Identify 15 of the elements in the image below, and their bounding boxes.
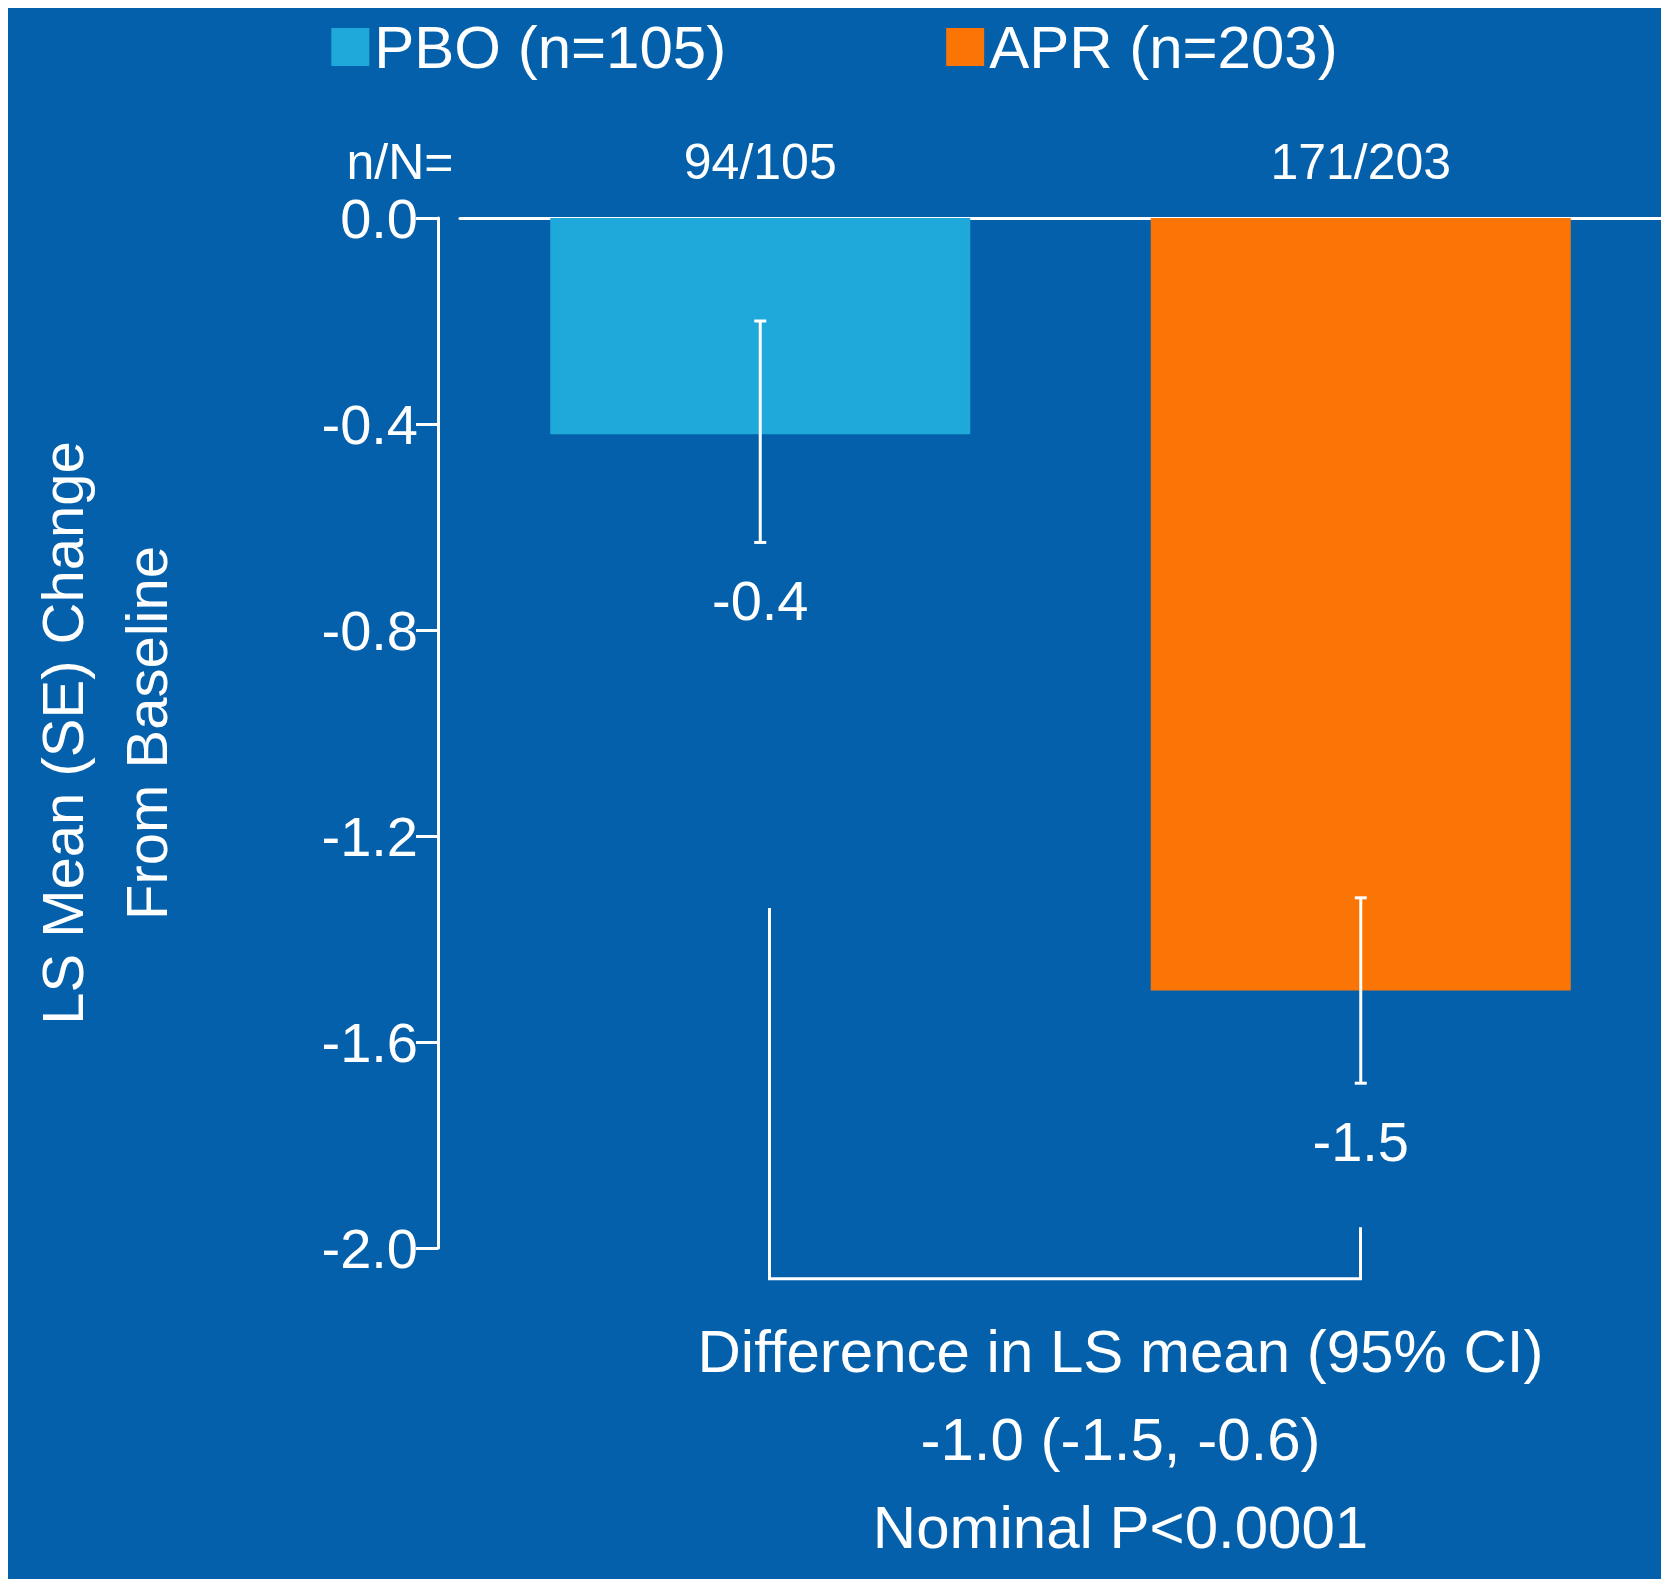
y-tick-label: -0.4: [321, 392, 418, 456]
legend-label: PBO (n=105): [374, 13, 727, 81]
legend-label: APR (n=203): [989, 13, 1338, 81]
y-tick-label: -1.6: [321, 1010, 418, 1074]
text: -1.0 (-1.5, -0.6): [920, 1406, 1321, 1473]
y-tick-label: -0.8: [321, 598, 418, 662]
text: 171/203: [1270, 134, 1452, 190]
text: 94/105: [683, 134, 837, 190]
y-tick-label: -2.0: [321, 1216, 418, 1280]
text: Nominal P<0.0001: [872, 1494, 1369, 1561]
data-label: -0.4: [712, 568, 809, 632]
text: Difference in LS mean (95% CI): [697, 1318, 1544, 1385]
y-tick-label: -1.2: [321, 804, 418, 868]
data-label: -1.5: [1312, 1109, 1409, 1173]
y-axis-title: LS Mean (SE) Change From Baseline: [29, 441, 179, 1025]
